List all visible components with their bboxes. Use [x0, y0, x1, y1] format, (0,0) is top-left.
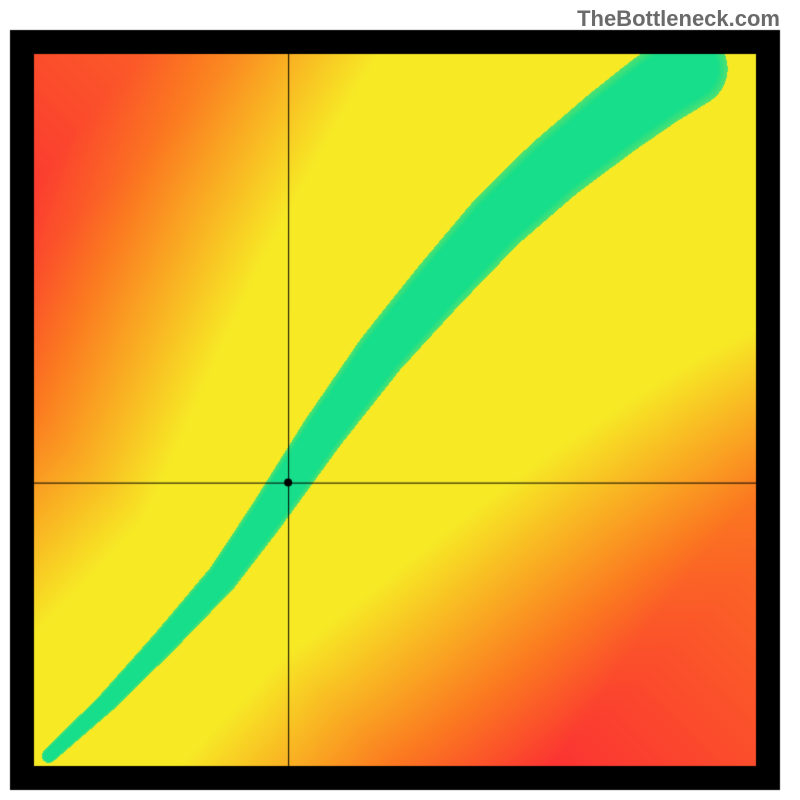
watermark-text: TheBottleneck.com — [577, 6, 780, 32]
chart-container: TheBottleneck.com — [0, 0, 800, 800]
bottleneck-heatmap — [0, 0, 800, 800]
